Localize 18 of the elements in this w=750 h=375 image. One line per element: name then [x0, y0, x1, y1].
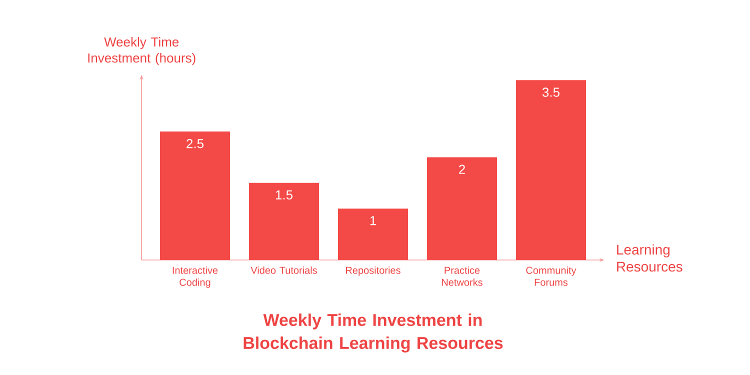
bar [427, 157, 498, 260]
data-label: 1 [370, 216, 376, 226]
x-tick-label: Repositories [346, 266, 400, 276]
x-tick-label: Practice Networks [442, 266, 482, 286]
y-axis-title: Weekly Time Investment (hours) [88, 37, 196, 66]
x-tick-label: Community Forums [526, 266, 576, 286]
data-label: 1.5 [276, 190, 292, 200]
bar [516, 80, 586, 260]
x-tick-label: Video Tutorials [250, 266, 317, 274]
bar [160, 131, 230, 260]
data-label: 3.5 [542, 88, 560, 97]
data-label: 2.5 [186, 139, 204, 148]
bar [338, 208, 408, 260]
text: Weekly Time Investment in Blockchain Learning Resources [244, 314, 503, 352]
x-tick-label: Interactive Coding [172, 266, 218, 288]
bar [249, 182, 320, 260]
x-axis-title: Learning Resources [617, 244, 682, 272]
data-label: 2 [459, 164, 465, 174]
